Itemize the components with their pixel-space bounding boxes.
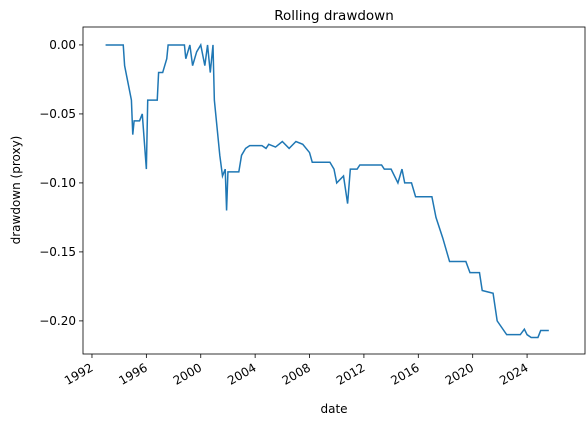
x-tick-label: 2000 — [171, 360, 204, 387]
x-tick-label: 1996 — [116, 360, 149, 387]
chart-title: Rolling drawdown — [274, 8, 394, 24]
x-tick-label: 2012 — [334, 360, 367, 387]
line-series — [105, 42, 549, 339]
y-tick-label: 0.00 — [49, 38, 76, 52]
y-tick-label: −0.15 — [39, 245, 76, 259]
x-tick-label: 2004 — [225, 360, 258, 387]
y-tick-label: −0.10 — [39, 176, 76, 190]
x-tick-label: 2020 — [443, 360, 476, 387]
x-tick-label: 2008 — [280, 360, 313, 387]
x-tick-label: 2024 — [497, 360, 530, 387]
y-tick-label: −0.20 — [39, 314, 76, 328]
plot-frame — [82, 26, 586, 355]
x-axis-label: date — [320, 402, 347, 416]
y-tick-label: −0.05 — [39, 107, 76, 121]
x-tick-label: 1992 — [62, 360, 95, 387]
x-tick-label: 2016 — [388, 360, 421, 387]
y-axis-label: drawdown (proxy) — [9, 136, 23, 245]
